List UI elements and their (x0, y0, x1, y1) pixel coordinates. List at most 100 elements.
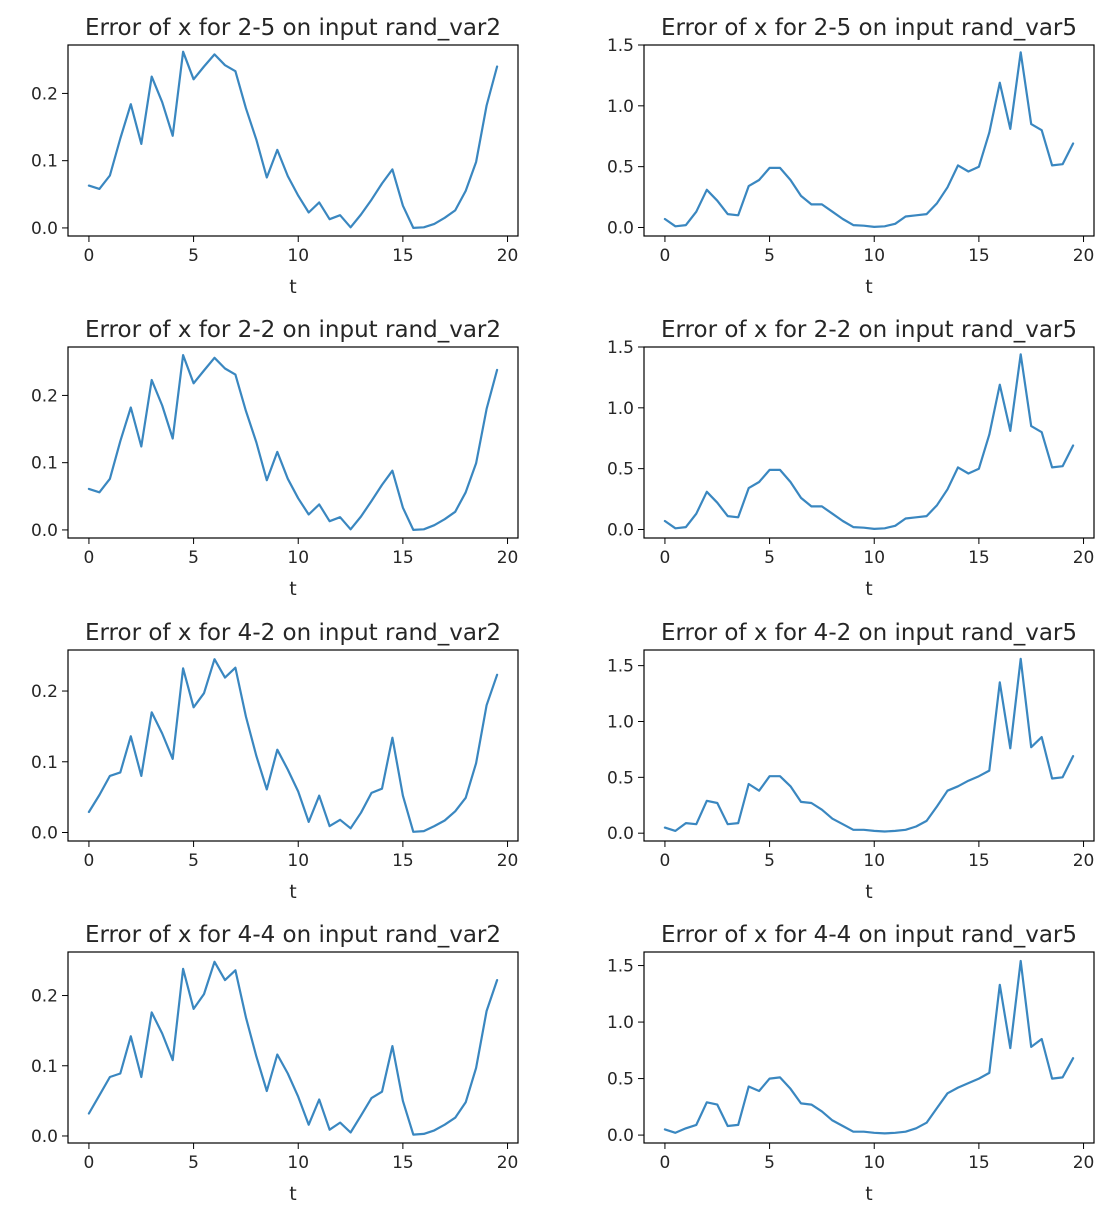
subplot-7: Error of x for 4-4 on input rand_var2 0 5 1… (31, 922, 519, 1205)
x-tick-label: 0 (84, 851, 95, 871)
y-tick-label: 0.2 (31, 84, 58, 104)
x-axis-label: t (865, 1183, 872, 1205)
y-tick-label: 0.2 (31, 386, 58, 406)
x-axis-label: t (289, 276, 296, 298)
subplot-title: Error of x for 2-2 on input rand_var2 (85, 317, 501, 343)
x-tick-label: 5 (764, 246, 775, 266)
x-tick-label: 10 (863, 548, 885, 568)
data-series-line (663, 959, 1075, 1135)
subplot-2: Error of x for 2-5 on input rand_var5 0 5 1… (607, 15, 1095, 298)
data-series-line (87, 960, 499, 1136)
y-tick-label: 0.1 (31, 152, 58, 172)
x-tick-label: 10 (863, 1153, 885, 1173)
y-tick-label: 1.0 (607, 399, 634, 419)
x-tick-label: 0 (84, 246, 95, 266)
subplot-3: Error of x for 2-2 on input rand_var2 0 5 1… (31, 317, 519, 600)
y-tick-label: 0.2 (31, 682, 58, 702)
x-tick-label: 5 (764, 548, 775, 568)
x-tick-label: 5 (764, 851, 775, 871)
x-tick-label: 15 (392, 246, 414, 266)
y-tick-label: 0.5 (607, 158, 634, 178)
x-tick-label: 5 (188, 548, 199, 568)
data-series-line (663, 657, 1075, 833)
axes-frame (67, 951, 519, 1144)
x-tick-label: 15 (392, 1153, 414, 1173)
x-tick-label: 20 (497, 851, 519, 871)
axes-frame (643, 649, 1095, 842)
y-tick-label: 0.0 (31, 1127, 58, 1147)
y-tick-label: 0.5 (607, 460, 634, 480)
x-tick-label: 5 (188, 851, 199, 871)
y-tick-label: 1.0 (607, 1013, 634, 1033)
x-tick-label: 10 (863, 246, 885, 266)
x-tick-label: 10 (287, 548, 309, 568)
axes-frame (67, 649, 519, 842)
x-tick-label: 10 (287, 1153, 309, 1173)
x-tick-label: 0 (660, 851, 671, 871)
y-tick-label: 1.5 (607, 657, 634, 677)
x-tick-label: 15 (392, 851, 414, 871)
subplot-title: Error of x for 2-5 on input rand_var2 (85, 15, 501, 41)
axes-frame (643, 346, 1095, 539)
subplot-title: Error of x for 2-5 on input rand_var5 (661, 15, 1077, 41)
x-tick-label: 20 (1073, 1153, 1095, 1173)
data-series-line (87, 658, 499, 833)
axes-frame (67, 44, 519, 237)
y-tick-label: 0.0 (607, 824, 634, 844)
x-axis-label: t (289, 881, 296, 903)
data-series-line (87, 354, 499, 532)
y-tick-label: 1.5 (607, 36, 634, 56)
y-tick-label: 0.5 (607, 768, 634, 788)
x-tick-label: 10 (287, 246, 309, 266)
x-tick-label: 15 (968, 548, 990, 568)
y-tick-label: 0.1 (31, 753, 58, 773)
axes-frame (67, 346, 519, 539)
data-series-line (87, 50, 499, 229)
subplot-5: Error of x for 4-2 on input rand_var2 0 5 1… (31, 620, 519, 903)
y-tick-label: 0.0 (31, 219, 58, 239)
y-tick-label: 1.0 (607, 97, 634, 117)
subplot-1: Error of x for 2-5 on input rand_var2 0 5 1… (31, 15, 519, 298)
axes-frame (643, 44, 1095, 237)
x-axis-label: t (289, 578, 296, 600)
x-tick-label: 20 (497, 1153, 519, 1173)
subplot-title: Error of x for 2-2 on input rand_var5 (661, 317, 1077, 343)
subplot-4: Error of x for 2-2 on input rand_var5 0 5 1… (607, 317, 1095, 600)
x-tick-label: 0 (660, 246, 671, 266)
x-tick-label: 0 (84, 548, 95, 568)
x-tick-label: 15 (968, 246, 990, 266)
y-tick-label: 0.0 (31, 521, 58, 541)
x-axis-label: t (865, 881, 872, 903)
subplot-8: Error of x for 4-4 on input rand_var5 0 5 1… (607, 922, 1095, 1205)
x-tick-label: 0 (84, 1153, 95, 1173)
x-tick-label: 15 (968, 1153, 990, 1173)
x-tick-label: 5 (188, 246, 199, 266)
x-tick-label: 10 (863, 851, 885, 871)
x-tick-label: 0 (660, 1153, 671, 1173)
x-tick-label: 20 (1073, 548, 1095, 568)
subplot-title: Error of x for 4-2 on input rand_var2 (85, 620, 501, 646)
data-series-line (663, 51, 1075, 228)
y-tick-label: 0.5 (607, 1070, 634, 1090)
x-tick-label: 20 (497, 548, 519, 568)
data-series-line (663, 353, 1075, 531)
x-tick-label: 15 (392, 548, 414, 568)
y-tick-label: 1.5 (607, 957, 634, 977)
x-tick-label: 20 (1073, 851, 1095, 871)
x-tick-label: 5 (764, 1153, 775, 1173)
y-tick-label: 0.0 (607, 1126, 634, 1146)
x-axis-label: t (289, 1183, 296, 1205)
x-tick-label: 20 (497, 246, 519, 266)
x-tick-label: 5 (188, 1153, 199, 1173)
x-axis-label: t (865, 276, 872, 298)
x-tick-label: 10 (287, 851, 309, 871)
x-tick-label: 15 (968, 851, 990, 871)
y-tick-label: 0.1 (31, 1057, 58, 1077)
y-tick-label: 1.5 (607, 338, 634, 358)
subplot-title: Error of x for 4-4 on input rand_var2 (85, 922, 501, 948)
subplot-title: Error of x for 4-2 on input rand_var5 (661, 620, 1077, 646)
y-tick-label: 1.0 (607, 712, 634, 732)
x-axis-label: t (865, 578, 872, 600)
